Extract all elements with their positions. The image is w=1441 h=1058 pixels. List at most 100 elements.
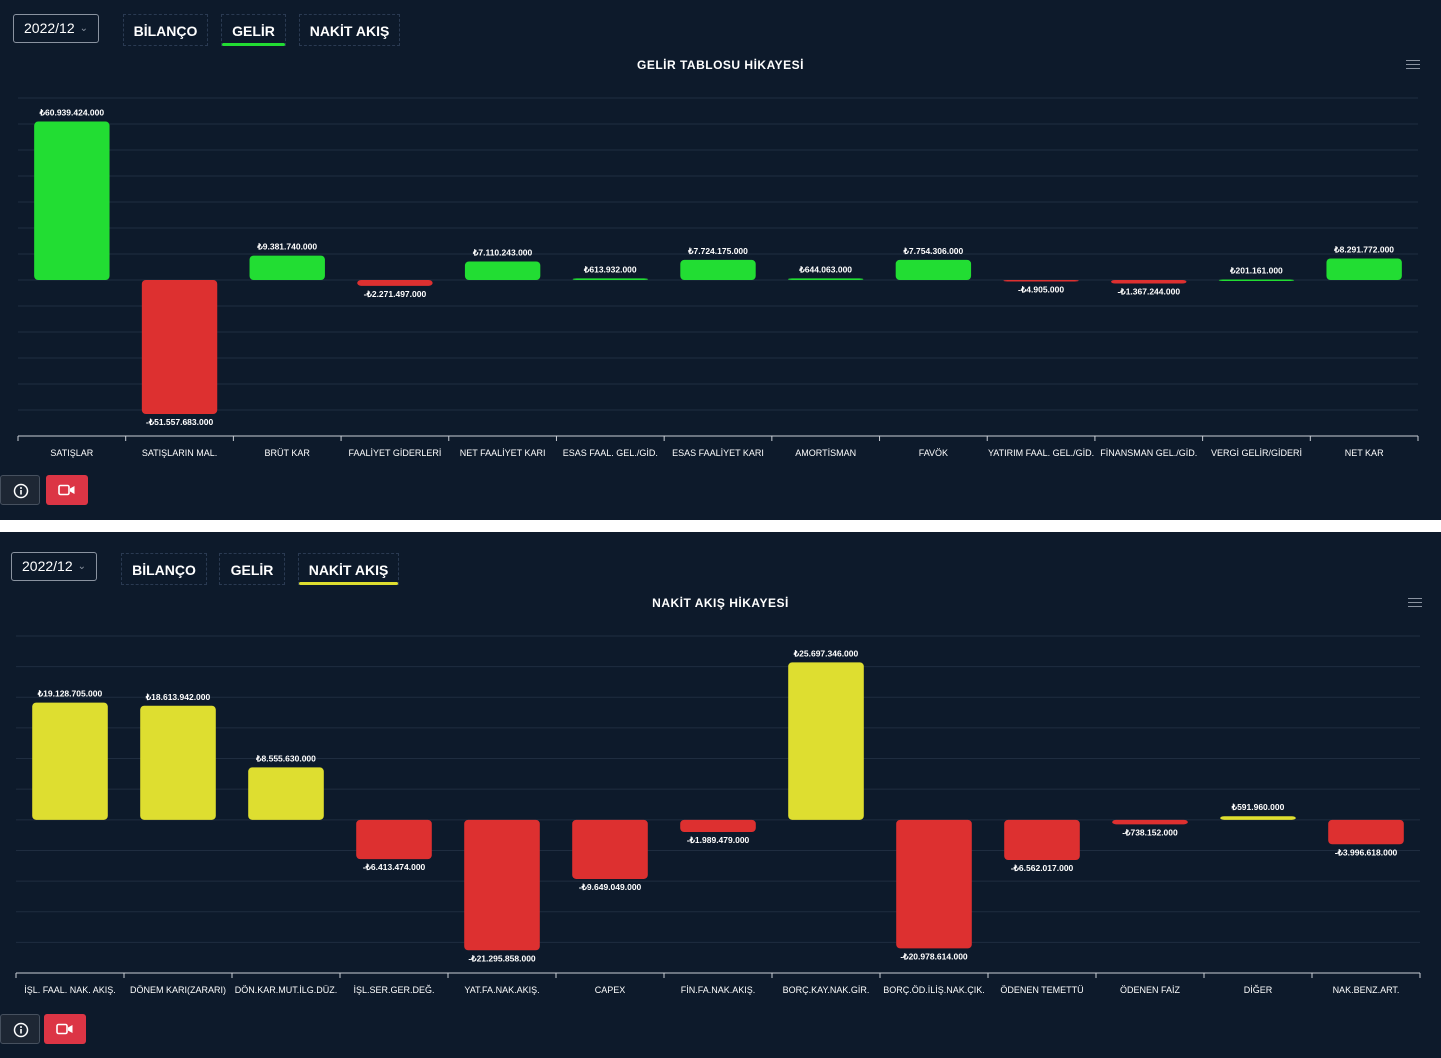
data-label: ₺7.724.175.000 [687, 246, 748, 256]
bar[interactable] [788, 278, 864, 280]
bar[interactable] [680, 819, 756, 833]
tab-nakit-akis[interactable]: NAKİT AKIŞ [298, 553, 399, 585]
chevron-down-icon: ⌄ [77, 561, 86, 572]
data-label: ₺8.291.772.000 [1333, 244, 1394, 254]
tab-bilanco[interactable]: BİLANÇO [121, 553, 207, 585]
category-label: ÖDENEN TEMETTÜ [1000, 985, 1083, 995]
category-label: NET FAALİYET KARI [460, 448, 546, 458]
bar[interactable] [32, 702, 108, 820]
data-label: ₺25.697.346.000 [793, 648, 859, 658]
data-label: ₺201.161.000 [1229, 265, 1283, 275]
category-label: FİNANSMAN GEL./GİD. [1100, 448, 1197, 458]
category-label: YATIRIM FAAL. GEL./GİD. [988, 448, 1094, 458]
data-label: -₺9.649.049.000 [579, 882, 642, 892]
info-button[interactable] [0, 475, 40, 505]
cash-flow-panel: 2022/12 ⌄ BİLANÇO GELİR NAKİT AKIŞ NAKİT… [0, 532, 1441, 1058]
data-label: ₺613.932.000 [583, 264, 637, 274]
category-label: SATIŞLARIN MAL. [142, 448, 217, 458]
data-label: ₺8.555.630.000 [255, 753, 316, 763]
tab-gelir[interactable]: GELİR [221, 14, 286, 46]
category-label: İŞL.SER.GER.DEĞ. [353, 985, 434, 995]
data-label: ₺591.960.000 [1231, 802, 1285, 812]
bar[interactable] [141, 280, 218, 415]
bar[interactable] [357, 280, 433, 286]
bar[interactable] [1111, 280, 1187, 284]
info-icon [13, 1022, 29, 1038]
bar[interactable] [464, 261, 541, 280]
category-label: BORÇ.ÖD.İLİŞ.NAK.ÇIK. [883, 985, 985, 995]
chevron-down-icon: ⌄ [79, 23, 88, 34]
data-label: ₺7.754.306.000 [903, 246, 964, 256]
category-label: VERGİ GELİR/GİDERİ [1211, 448, 1302, 458]
tab-label: GELİR [230, 562, 274, 578]
data-label: -₺738.152.000 [1122, 827, 1178, 837]
data-label: -₺20.978.614.000 [900, 951, 968, 961]
bar[interactable] [140, 705, 216, 820]
category-label: SATIŞLAR [50, 448, 93, 458]
category-label: NET KAR [1345, 448, 1384, 458]
category-label: YAT.FA.NAK.AKIŞ. [464, 985, 539, 995]
tab-bilanco[interactable]: BİLANÇO [123, 14, 208, 46]
tab-nakit-akis[interactable]: NAKİT AKIŞ [299, 14, 400, 46]
tab-label: BİLANÇO [132, 562, 196, 578]
category-label: AMORTİSMAN [795, 448, 856, 458]
category-label: FİN.FA.NAK.AKIŞ. [681, 985, 756, 995]
bar[interactable] [788, 662, 864, 820]
data-label: ₺18.613.942.000 [145, 692, 211, 702]
bar[interactable] [1220, 816, 1296, 820]
cash-flow-chart: ₺19.128.705.000 İŞL. FAAL. NAK. AKIŞ. ₺18.… [15, 635, 1421, 995]
bar[interactable] [356, 819, 432, 860]
bar[interactable] [896, 819, 972, 949]
bar[interactable] [1218, 279, 1295, 281]
active-tab-indicator [299, 582, 398, 585]
category-label: BORÇ.KAY.NAK.GİR. [783, 985, 870, 995]
data-label: -₺3.996.618.000 [1335, 847, 1398, 857]
tab-gelir[interactable]: GELİR [219, 553, 285, 585]
data-label: -₺2.271.497.000 [364, 289, 427, 299]
data-label: ₺644.063.000 [798, 264, 852, 274]
video-icon [56, 1023, 73, 1035]
income-chart: ₺60.939.424.000 SATIŞLAR -₺51.557.683.000 S… [17, 97, 1419, 458]
data-label: -₺1.989.479.000 [687, 835, 750, 845]
category-label: DÖNEM KARI(ZARARI) [130, 985, 226, 995]
period-select[interactable]: 2022/12 ⌄ [13, 14, 99, 43]
active-tab-indicator [222, 43, 285, 46]
bar[interactable] [464, 819, 540, 951]
video-button[interactable] [44, 1014, 86, 1044]
data-label: -₺6.413.474.000 [363, 862, 426, 872]
data-label: -₺4.905.000 [1018, 285, 1064, 295]
data-label: -₺1.367.244.000 [1117, 287, 1180, 297]
period-value: 2022/12 [24, 20, 75, 36]
menu-icon[interactable] [1406, 60, 1420, 70]
bar[interactable] [34, 121, 110, 280]
menu-icon[interactable] [1408, 598, 1422, 608]
period-value: 2022/12 [22, 558, 73, 574]
bar[interactable] [680, 259, 756, 280]
bar[interactable] [1003, 280, 1079, 282]
data-label: -₺21.295.858.000 [468, 953, 536, 963]
bar[interactable] [249, 255, 325, 280]
data-label: -₺51.557.683.000 [146, 417, 214, 427]
bar[interactable] [1112, 819, 1188, 825]
bar[interactable] [1328, 819, 1404, 845]
category-label: İŞL. FAAL. NAK. AKIŞ. [24, 985, 116, 995]
bar[interactable] [1004, 819, 1080, 861]
data-label: ₺7.110.243.000 [472, 248, 533, 258]
bar[interactable] [1326, 258, 1402, 280]
data-label: ₺9.381.740.000 [256, 242, 317, 252]
category-label: FAVÖK [919, 448, 948, 458]
income-statement-panel: 2022/12 ⌄ BİLANÇO GELİR NAKİT AKIŞ GELİR… [0, 0, 1441, 520]
bar[interactable] [572, 278, 648, 280]
video-button[interactable] [46, 475, 88, 505]
category-label: NAK.BENZ.ART. [1333, 985, 1400, 995]
bar[interactable] [572, 819, 648, 879]
data-label: ₺60.939.424.000 [39, 108, 105, 118]
data-label: ₺19.128.705.000 [37, 689, 103, 699]
period-select[interactable]: 2022/12 ⌄ [11, 552, 97, 581]
category-label: ESAS FAAL. GEL./GİD. [563, 448, 658, 458]
bar[interactable] [248, 767, 324, 820]
bar[interactable] [895, 259, 972, 280]
info-button[interactable] [0, 1014, 40, 1044]
category-label: ÖDENEN FAİZ [1120, 985, 1181, 995]
tab-label: NAKİT AKIŞ [309, 23, 390, 39]
